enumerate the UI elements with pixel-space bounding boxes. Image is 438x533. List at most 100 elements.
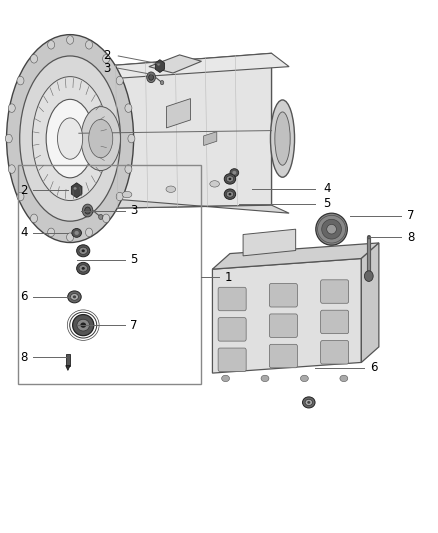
Ellipse shape	[224, 174, 236, 184]
Ellipse shape	[226, 176, 233, 182]
Ellipse shape	[226, 191, 233, 197]
Ellipse shape	[305, 399, 312, 406]
Text: 2: 2	[20, 184, 28, 197]
Ellipse shape	[79, 265, 88, 272]
Text: 1: 1	[224, 271, 232, 284]
Circle shape	[67, 233, 74, 241]
Ellipse shape	[166, 186, 176, 192]
Circle shape	[99, 214, 103, 220]
Circle shape	[116, 192, 123, 201]
Polygon shape	[361, 243, 379, 362]
Ellipse shape	[316, 213, 347, 245]
Ellipse shape	[7, 35, 134, 243]
Ellipse shape	[303, 397, 315, 408]
Circle shape	[85, 228, 92, 237]
Circle shape	[85, 41, 92, 49]
Text: 4: 4	[20, 227, 28, 239]
Ellipse shape	[230, 168, 239, 176]
Circle shape	[85, 207, 91, 214]
Ellipse shape	[46, 99, 94, 178]
Circle shape	[5, 134, 12, 143]
Circle shape	[125, 165, 132, 173]
Ellipse shape	[72, 229, 81, 237]
Text: 3: 3	[103, 62, 110, 75]
Text: 8: 8	[20, 351, 28, 364]
Polygon shape	[71, 183, 82, 198]
Polygon shape	[149, 55, 201, 73]
FancyBboxPatch shape	[218, 318, 246, 341]
Bar	[66, 354, 70, 366]
Polygon shape	[66, 366, 70, 370]
Circle shape	[31, 54, 38, 63]
Ellipse shape	[73, 295, 76, 298]
Ellipse shape	[81, 249, 85, 252]
FancyBboxPatch shape	[321, 341, 349, 364]
Ellipse shape	[57, 118, 83, 159]
FancyBboxPatch shape	[269, 314, 297, 337]
Circle shape	[8, 104, 15, 112]
Ellipse shape	[232, 171, 237, 174]
Circle shape	[125, 104, 132, 112]
Circle shape	[148, 74, 153, 80]
Ellipse shape	[79, 247, 88, 254]
Ellipse shape	[88, 119, 113, 158]
Circle shape	[364, 271, 373, 281]
Circle shape	[128, 134, 135, 143]
Ellipse shape	[73, 314, 94, 336]
Polygon shape	[74, 197, 289, 213]
Ellipse shape	[68, 291, 81, 303]
FancyBboxPatch shape	[269, 344, 297, 368]
Text: 2: 2	[103, 50, 110, 62]
Polygon shape	[155, 60, 164, 72]
Ellipse shape	[157, 63, 160, 66]
Ellipse shape	[81, 107, 120, 171]
Polygon shape	[212, 243, 379, 269]
Ellipse shape	[224, 189, 236, 199]
Text: 6: 6	[370, 361, 378, 374]
Text: 7: 7	[130, 319, 138, 332]
Polygon shape	[243, 229, 296, 256]
Circle shape	[8, 165, 15, 173]
Circle shape	[67, 36, 74, 44]
Ellipse shape	[340, 375, 348, 382]
Bar	[18, 165, 201, 384]
Text: 3: 3	[130, 204, 138, 217]
FancyBboxPatch shape	[218, 348, 246, 372]
Ellipse shape	[74, 187, 77, 190]
Ellipse shape	[229, 177, 231, 180]
Ellipse shape	[74, 231, 79, 235]
Ellipse shape	[210, 181, 219, 187]
Ellipse shape	[300, 375, 308, 382]
Ellipse shape	[81, 267, 85, 270]
Text: 6: 6	[20, 290, 28, 303]
Ellipse shape	[307, 401, 311, 404]
Polygon shape	[74, 53, 289, 80]
Circle shape	[82, 204, 93, 217]
Circle shape	[17, 192, 24, 201]
Circle shape	[116, 76, 123, 85]
Circle shape	[147, 72, 155, 83]
Ellipse shape	[222, 375, 230, 382]
Ellipse shape	[77, 319, 89, 331]
Ellipse shape	[270, 100, 294, 177]
Circle shape	[160, 80, 164, 85]
Ellipse shape	[20, 56, 120, 221]
Ellipse shape	[261, 375, 269, 382]
Ellipse shape	[77, 245, 90, 257]
Polygon shape	[166, 99, 191, 128]
FancyBboxPatch shape	[321, 280, 349, 303]
Polygon shape	[74, 53, 272, 209]
Ellipse shape	[71, 294, 78, 300]
Circle shape	[31, 214, 38, 223]
Circle shape	[102, 54, 110, 63]
Text: 5: 5	[130, 253, 138, 266]
Ellipse shape	[327, 224, 336, 234]
Circle shape	[48, 228, 55, 237]
FancyBboxPatch shape	[269, 284, 297, 307]
FancyBboxPatch shape	[218, 287, 246, 311]
FancyBboxPatch shape	[321, 310, 349, 334]
Ellipse shape	[122, 191, 132, 198]
Ellipse shape	[80, 322, 86, 328]
Circle shape	[102, 214, 110, 223]
Text: 7: 7	[407, 209, 415, 222]
